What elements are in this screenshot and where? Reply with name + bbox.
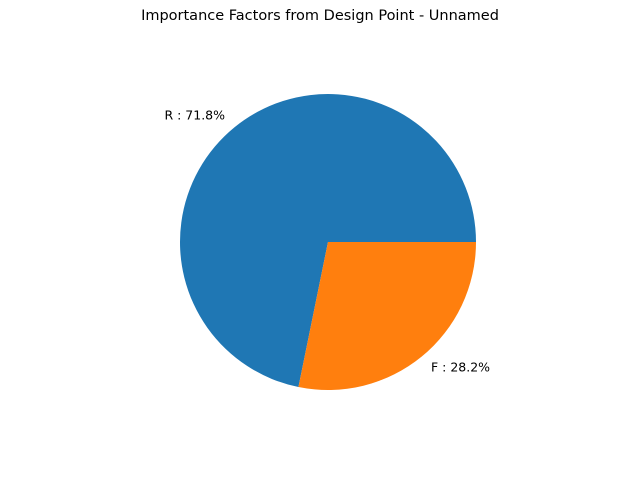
pie-slice-f <box>298 242 476 391</box>
chart-title: Importance Factors from Design Point - U… <box>141 8 499 24</box>
pie-slice-r <box>180 94 476 388</box>
pie-label-r: R : 71.8% <box>164 107 225 122</box>
pie-slices <box>180 94 476 391</box>
pie-label-f: F : 28.2% <box>431 360 490 375</box>
pie-labels: R : 71.8% F : 28.2% <box>164 107 490 374</box>
